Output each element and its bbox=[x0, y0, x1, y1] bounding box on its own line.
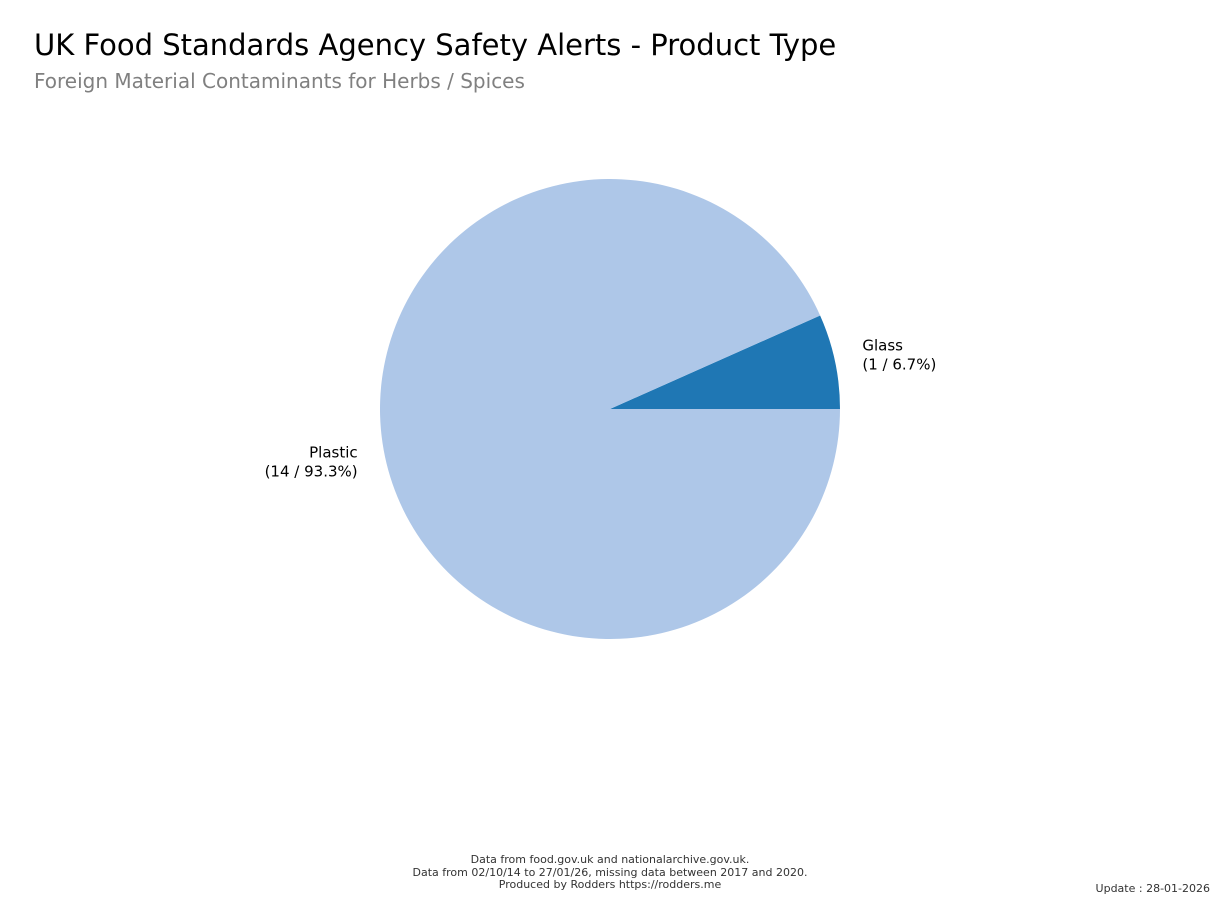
slice-label-name: Plastic bbox=[309, 444, 358, 462]
slice-label-name: Glass bbox=[862, 336, 903, 354]
chart-subtitle: Foreign Material Contaminants for Herbs … bbox=[34, 69, 525, 93]
footer-source: Data from food.gov.uk and nationalarchiv… bbox=[0, 853, 1220, 892]
slice-label-detail: (14 / 93.3%) bbox=[265, 463, 358, 481]
pie-slice-glass bbox=[610, 315, 840, 409]
slice-label-plastic: Plastic (14 / 93.3%) bbox=[265, 444, 358, 481]
footer-line-credit: Produced by Rodders https://rodders.me bbox=[498, 878, 722, 891]
slice-label-detail: (1 / 6.7%) bbox=[862, 355, 936, 373]
pie-slices bbox=[379, 178, 840, 639]
update-date: Update : 28-01-2026 bbox=[1095, 882, 1210, 895]
footer-line-source: Data from food.gov.uk and nationalarchiv… bbox=[470, 853, 750, 866]
slice-label-glass: Glass (1 / 6.7%) bbox=[862, 336, 936, 373]
pie-slice-plastic bbox=[379, 178, 840, 639]
pie-labels: Glass (1 / 6.7%) Plastic (14 / 93.3%) bbox=[265, 336, 937, 480]
footer-line-range: Data from 02/10/14 to 27/01/26, missing … bbox=[412, 865, 808, 879]
chart-title: UK Food Standards Agency Safety Alerts -… bbox=[34, 28, 837, 62]
